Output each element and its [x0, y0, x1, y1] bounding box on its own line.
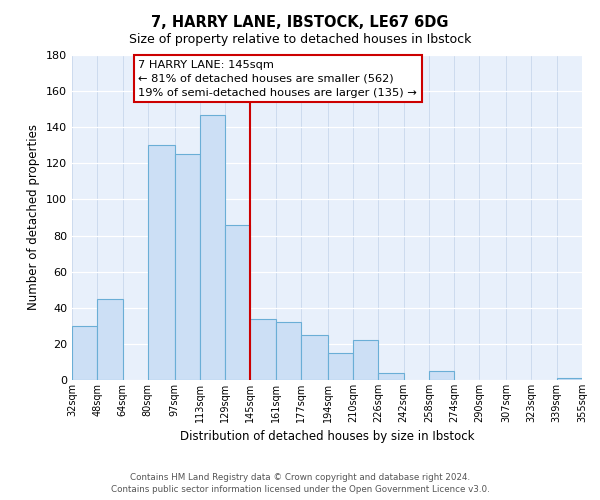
- Bar: [72, 326, 97, 380]
- Bar: [200, 114, 225, 380]
- Text: Size of property relative to detached houses in Ibstock: Size of property relative to detached ho…: [129, 32, 471, 46]
- Bar: [557, 378, 582, 380]
- Bar: [275, 322, 301, 380]
- Bar: [97, 298, 122, 380]
- Bar: [148, 146, 175, 380]
- Bar: [175, 154, 200, 380]
- Text: 7 HARRY LANE: 145sqm
← 81% of detached houses are smaller (562)
19% of semi-deta: 7 HARRY LANE: 145sqm ← 81% of detached h…: [139, 60, 417, 98]
- X-axis label: Distribution of detached houses by size in Ibstock: Distribution of detached houses by size …: [180, 430, 474, 444]
- Bar: [328, 353, 353, 380]
- Bar: [353, 340, 379, 380]
- Bar: [301, 335, 328, 380]
- Bar: [429, 371, 454, 380]
- Bar: [225, 224, 250, 380]
- Bar: [379, 373, 404, 380]
- Text: 7, HARRY LANE, IBSTOCK, LE67 6DG: 7, HARRY LANE, IBSTOCK, LE67 6DG: [151, 15, 449, 30]
- Text: Contains HM Land Registry data © Crown copyright and database right 2024.
Contai: Contains HM Land Registry data © Crown c…: [110, 472, 490, 494]
- Y-axis label: Number of detached properties: Number of detached properties: [28, 124, 40, 310]
- Bar: [250, 318, 275, 380]
